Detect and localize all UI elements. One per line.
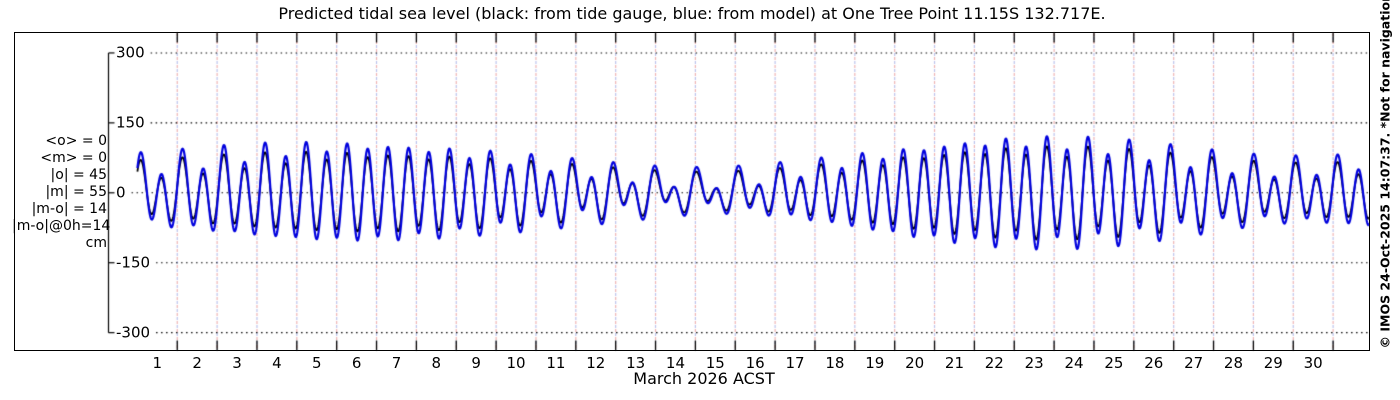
x-axis-label: March 2026 ACST bbox=[633, 369, 775, 388]
x-tick-label: 26 bbox=[1144, 354, 1164, 372]
x-tick-label: 12 bbox=[586, 354, 606, 372]
x-tick-label: 22 bbox=[984, 354, 1004, 372]
x-tick-label: 1 bbox=[152, 354, 163, 372]
x-tick-label: 7 bbox=[391, 354, 402, 372]
x-tick-label: 6 bbox=[351, 354, 362, 372]
stats-line: |m-o|@0h=14 bbox=[12, 218, 111, 234]
x-tick-label: 28 bbox=[1223, 354, 1243, 372]
x-tick-label: 20 bbox=[905, 354, 925, 372]
x-tick-label: 29 bbox=[1263, 354, 1283, 372]
x-tick-label: 17 bbox=[785, 354, 805, 372]
x-tick-label: 3 bbox=[232, 354, 242, 372]
stats-line: <o> = 0 bbox=[45, 133, 107, 149]
x-tick-label: 15 bbox=[705, 354, 725, 372]
y-tick-label: -300 bbox=[116, 323, 151, 342]
stats-line: <m> = 0 bbox=[40, 150, 107, 166]
x-tick-label: 4 bbox=[272, 354, 282, 372]
x-tick-label: 21 bbox=[944, 354, 964, 372]
y-tick-label: -150 bbox=[116, 253, 151, 272]
y-tick-label: 0 bbox=[116, 183, 126, 202]
stats-panel: <o> = 0 <m> = 0 |o| = 45 |m| = 55 |m-o| = 14… bbox=[12, 133, 111, 252]
x-tick-label: 16 bbox=[745, 354, 765, 372]
x-tick-label: 30 bbox=[1303, 354, 1323, 372]
x-tick-label: 23 bbox=[1024, 354, 1044, 372]
x-tick-label: 9 bbox=[471, 354, 481, 372]
x-tick-label: 18 bbox=[825, 354, 845, 372]
x-tick-label: 19 bbox=[865, 354, 885, 372]
stats-line: |m-o| = 14 bbox=[31, 201, 107, 217]
x-tick-label: 2 bbox=[192, 354, 202, 372]
y-tick-label: 300 bbox=[116, 43, 145, 62]
stats-line: cm bbox=[85, 235, 107, 251]
x-tick-label: 10 bbox=[506, 354, 526, 372]
stats-line: |o| = 45 bbox=[50, 167, 107, 183]
x-tick-label: 14 bbox=[665, 354, 686, 372]
x-tick-label: 27 bbox=[1184, 354, 1204, 372]
stats-line: |m| = 55 bbox=[45, 184, 107, 200]
x-tick-label: 11 bbox=[546, 354, 566, 372]
x-tick-label: 8 bbox=[431, 354, 442, 372]
x-tick-label: 5 bbox=[311, 354, 322, 372]
x-tick-label: 13 bbox=[626, 354, 646, 372]
y-tick-label: 150 bbox=[116, 113, 145, 132]
x-tick-label: 25 bbox=[1104, 354, 1124, 372]
x-tick-label: 24 bbox=[1064, 354, 1084, 372]
watermark-text: © IMOS 24-Oct-2025 14:07:37. *Not for na… bbox=[1377, 0, 1393, 349]
